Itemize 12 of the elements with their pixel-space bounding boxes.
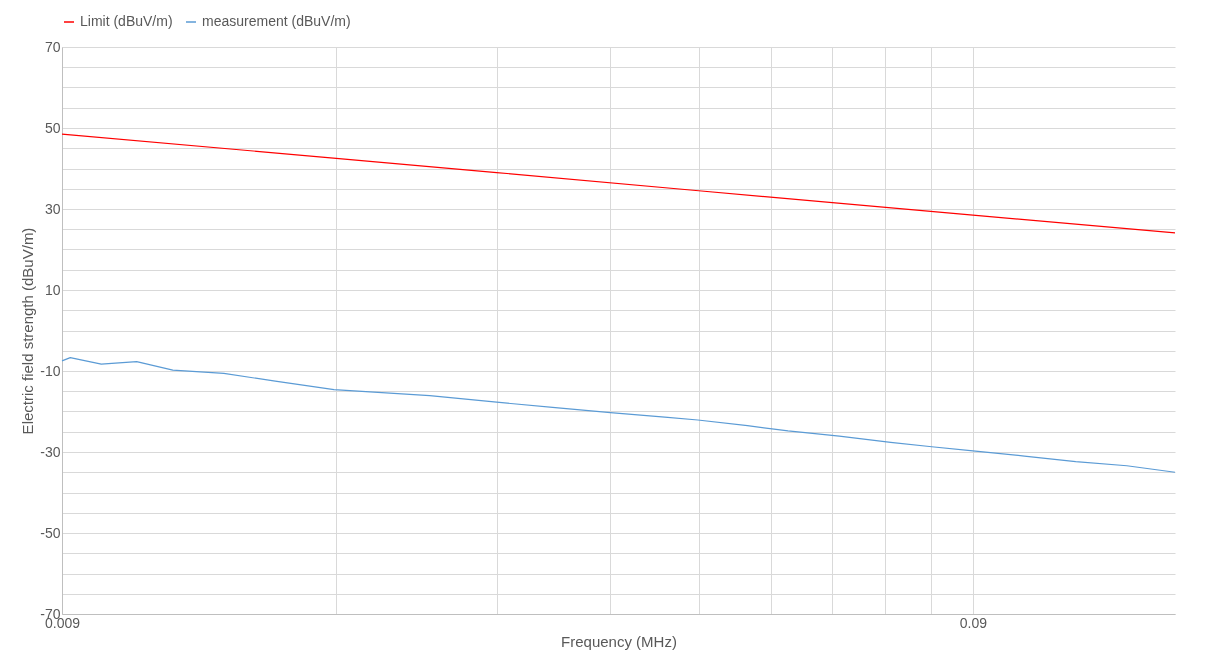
legend-label: Limit (dBuV/m)	[80, 13, 173, 29]
x-axis-title: Frequency (MHz)	[561, 632, 677, 650]
y-tick-label: -50	[40, 524, 61, 541]
y-tick-label: 10	[44, 281, 61, 298]
x-tick-label: 0.09	[959, 614, 988, 631]
legend-label: measurement (dBuV/m)	[202, 13, 351, 29]
y-tick-label: -30	[40, 443, 61, 460]
y-tick-label: 30	[44, 200, 61, 217]
y-axis-title: Electric field strength (dBuV/m)	[19, 227, 37, 435]
y-tick-label: 70	[44, 38, 61, 55]
y-tick-label: -10	[40, 362, 61, 379]
y-tick-label: 50	[44, 119, 61, 136]
